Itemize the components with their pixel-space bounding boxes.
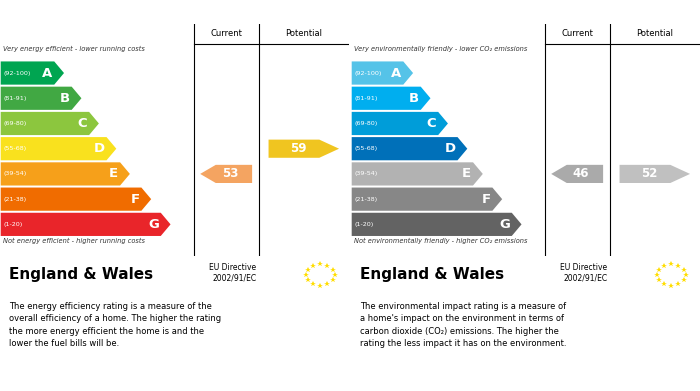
Polygon shape (1, 162, 130, 185)
Text: B: B (60, 92, 70, 105)
Polygon shape (1, 213, 171, 236)
Text: E: E (109, 167, 118, 180)
Text: D: D (94, 142, 105, 155)
Text: 52: 52 (641, 167, 658, 180)
Polygon shape (351, 87, 430, 110)
Text: (1-20): (1-20) (354, 222, 374, 227)
Text: 46: 46 (573, 167, 589, 180)
Text: 53: 53 (222, 167, 238, 180)
Text: (21-38): (21-38) (354, 197, 377, 202)
Text: B: B (409, 92, 419, 105)
Polygon shape (351, 112, 448, 135)
Text: England & Wales: England & Wales (8, 267, 153, 283)
Text: (92-100): (92-100) (354, 70, 382, 75)
Text: E: E (462, 167, 471, 180)
Text: Very environmentally friendly - lower CO₂ emissions: Very environmentally friendly - lower CO… (354, 46, 527, 52)
Text: (69-80): (69-80) (354, 121, 378, 126)
Text: G: G (499, 218, 510, 231)
Text: F: F (130, 193, 140, 206)
Text: (92-100): (92-100) (4, 70, 31, 75)
Polygon shape (351, 188, 502, 211)
Text: (55-68): (55-68) (354, 146, 377, 151)
Polygon shape (269, 140, 339, 158)
Polygon shape (1, 112, 99, 135)
Text: England & Wales: England & Wales (360, 267, 504, 283)
Text: The environmental impact rating is a measure of
a home's impact on the environme: The environmental impact rating is a mea… (360, 302, 566, 348)
Polygon shape (620, 165, 690, 183)
Text: (1-20): (1-20) (4, 222, 22, 227)
Text: (55-68): (55-68) (4, 146, 27, 151)
Polygon shape (351, 213, 522, 236)
Text: (39-54): (39-54) (354, 171, 378, 176)
Text: (69-80): (69-80) (4, 121, 27, 126)
Text: A: A (42, 66, 52, 79)
Polygon shape (1, 87, 81, 110)
Text: (21-38): (21-38) (4, 197, 27, 202)
Text: Not environmentally friendly - higher CO₂ emissions: Not environmentally friendly - higher CO… (354, 239, 527, 244)
Polygon shape (351, 61, 413, 84)
Text: Energy Efficiency Rating: Energy Efficiency Rating (5, 5, 168, 18)
Text: EU Directive
2002/91/EC: EU Directive 2002/91/EC (209, 263, 256, 282)
Text: (39-54): (39-54) (4, 171, 27, 176)
Text: 59: 59 (290, 142, 307, 155)
Text: C: C (427, 117, 436, 130)
Text: Potential: Potential (286, 29, 322, 38)
Text: The energy efficiency rating is a measure of the
overall efficiency of a home. T: The energy efficiency rating is a measur… (8, 302, 221, 348)
Text: (81-91): (81-91) (354, 96, 378, 101)
Text: Not energy efficient - higher running costs: Not energy efficient - higher running co… (3, 239, 145, 244)
Text: (81-91): (81-91) (4, 96, 27, 101)
Text: G: G (148, 218, 159, 231)
Text: Very energy efficient - lower running costs: Very energy efficient - lower running co… (3, 46, 145, 52)
Polygon shape (1, 188, 151, 211)
Polygon shape (351, 162, 483, 185)
Text: F: F (482, 193, 491, 206)
Text: A: A (391, 66, 402, 79)
Polygon shape (200, 165, 252, 183)
Polygon shape (551, 165, 603, 183)
Polygon shape (1, 137, 116, 160)
Text: D: D (444, 142, 456, 155)
Polygon shape (1, 61, 64, 84)
Text: Potential: Potential (636, 29, 673, 38)
Text: Current: Current (210, 29, 242, 38)
Text: Environmental Impact (CO₂) Rating: Environmental Impact (CO₂) Rating (356, 5, 589, 18)
Text: EU Directive
2002/91/EC: EU Directive 2002/91/EC (561, 263, 608, 282)
Polygon shape (351, 137, 468, 160)
Text: C: C (78, 117, 88, 130)
Text: Current: Current (561, 29, 593, 38)
